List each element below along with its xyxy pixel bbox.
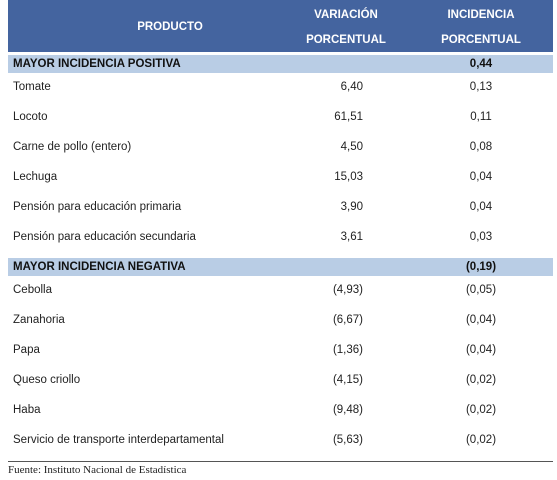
header-product: PRODUCTO bbox=[137, 21, 203, 33]
incidence: 0,11 bbox=[470, 111, 492, 123]
incidence: 0,13 bbox=[469, 81, 493, 93]
product-name: Pensión para educación primaria bbox=[13, 201, 182, 213]
incidence: (0,02) bbox=[465, 374, 497, 386]
source: Fuente: Instituto Nacional de Estadístic… bbox=[8, 464, 187, 476]
product-name: Cebolla bbox=[13, 284, 52, 296]
incidence: (0,02) bbox=[465, 434, 497, 446]
product-name: Carne de pollo (entero) bbox=[13, 141, 132, 153]
variation: 6,40 bbox=[340, 81, 363, 93]
section-incidence: (0,19) bbox=[465, 261, 497, 273]
header-band bbox=[8, 0, 553, 52]
variation: (5,63) bbox=[332, 434, 363, 446]
product-name: Zanahoria bbox=[13, 314, 65, 326]
header-variation: VARIACIÓN bbox=[314, 9, 378, 21]
section-incidence: 0,44 bbox=[469, 58, 493, 70]
incidence: 0,08 bbox=[469, 141, 493, 153]
incidence: 0,04 bbox=[469, 201, 493, 213]
variation: 15,03 bbox=[334, 171, 363, 183]
incidence: (0,04) bbox=[465, 314, 497, 326]
incidence: 0,03 bbox=[469, 231, 493, 243]
variation: 3,61 bbox=[340, 231, 363, 243]
incidence: 0,04 bbox=[469, 171, 493, 183]
header-variation: PORCENTUAL bbox=[306, 34, 386, 46]
variation: (4,15) bbox=[332, 374, 363, 386]
variation: 3,90 bbox=[340, 201, 363, 213]
section-title: MAYOR INCIDENCIA NEGATIVA bbox=[13, 261, 186, 273]
variation: (1,36) bbox=[332, 344, 363, 356]
section-band bbox=[8, 258, 553, 276]
variation: 4,50 bbox=[340, 141, 363, 153]
variation: (9,48) bbox=[332, 404, 363, 416]
product-name: Lechuga bbox=[13, 171, 58, 183]
variation: (4,93) bbox=[332, 284, 363, 296]
product-name: Locoto bbox=[13, 111, 48, 123]
rule bbox=[8, 461, 553, 462]
section-band bbox=[8, 55, 553, 73]
product-name: Haba bbox=[13, 404, 41, 416]
section-title: MAYOR INCIDENCIA POSITIVA bbox=[13, 58, 181, 70]
product-name: Papa bbox=[13, 344, 40, 356]
variation: (6,67) bbox=[332, 314, 363, 326]
variation: 61,51 bbox=[334, 111, 363, 123]
product-name: Servicio de transporte interdepartamenta… bbox=[13, 434, 224, 446]
incidence: (0,05) bbox=[465, 284, 497, 296]
header-incidence: PORCENTUAL bbox=[441, 34, 521, 46]
incidence: (0,04) bbox=[465, 344, 497, 356]
product-name: Queso criollo bbox=[13, 374, 81, 386]
product-name: Pensión para educación secundaria bbox=[13, 231, 196, 243]
incidence: (0,02) bbox=[465, 404, 497, 416]
product-name: Tomate bbox=[13, 81, 51, 93]
header-incidence: INCIDENCIA bbox=[447, 9, 515, 21]
